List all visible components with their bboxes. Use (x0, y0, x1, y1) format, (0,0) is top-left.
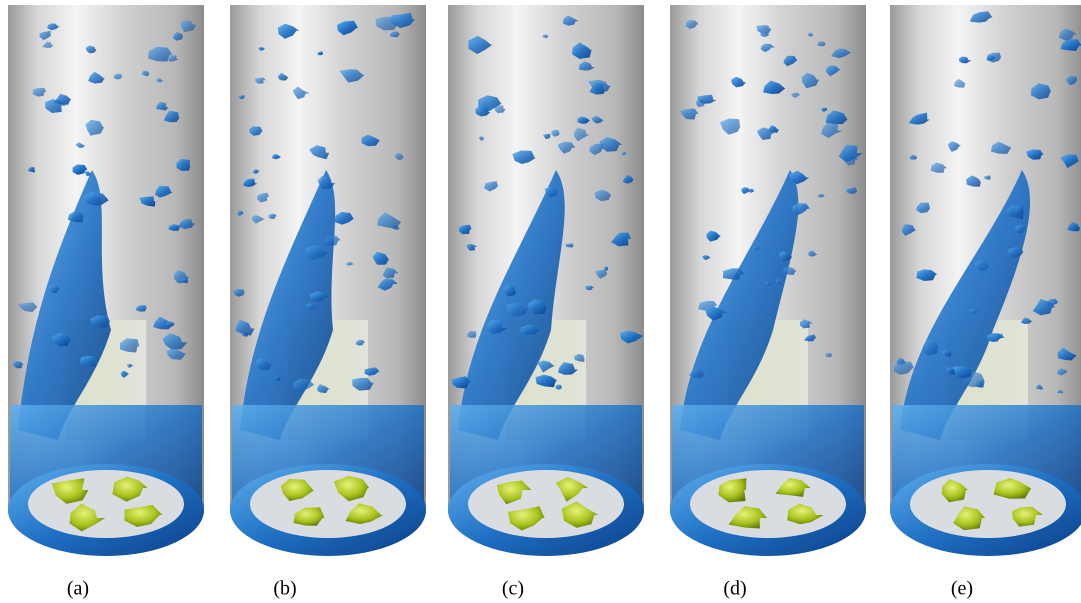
page: {"panels": [{"label": "(a)"}, {"label": … (0, 0, 1081, 603)
panel: (e) (890, 5, 1081, 600)
base-inner (690, 470, 846, 538)
panel: (b) (230, 5, 426, 600)
panel-label: (c) (502, 578, 524, 600)
panel: (d) (670, 5, 866, 600)
panel-label: (b) (273, 578, 296, 600)
base-inner (910, 470, 1066, 538)
base-inner (28, 470, 184, 538)
figure: (a) (b) (c) (d) (e) (0, 0, 1081, 603)
base-inner (250, 470, 406, 538)
panel-label: (e) (951, 578, 973, 600)
panel: (a) (8, 5, 204, 600)
panel-label: (d) (723, 578, 746, 600)
base-inner (468, 470, 624, 538)
panel: (c) (448, 5, 644, 600)
panel-label: (a) (67, 578, 89, 600)
